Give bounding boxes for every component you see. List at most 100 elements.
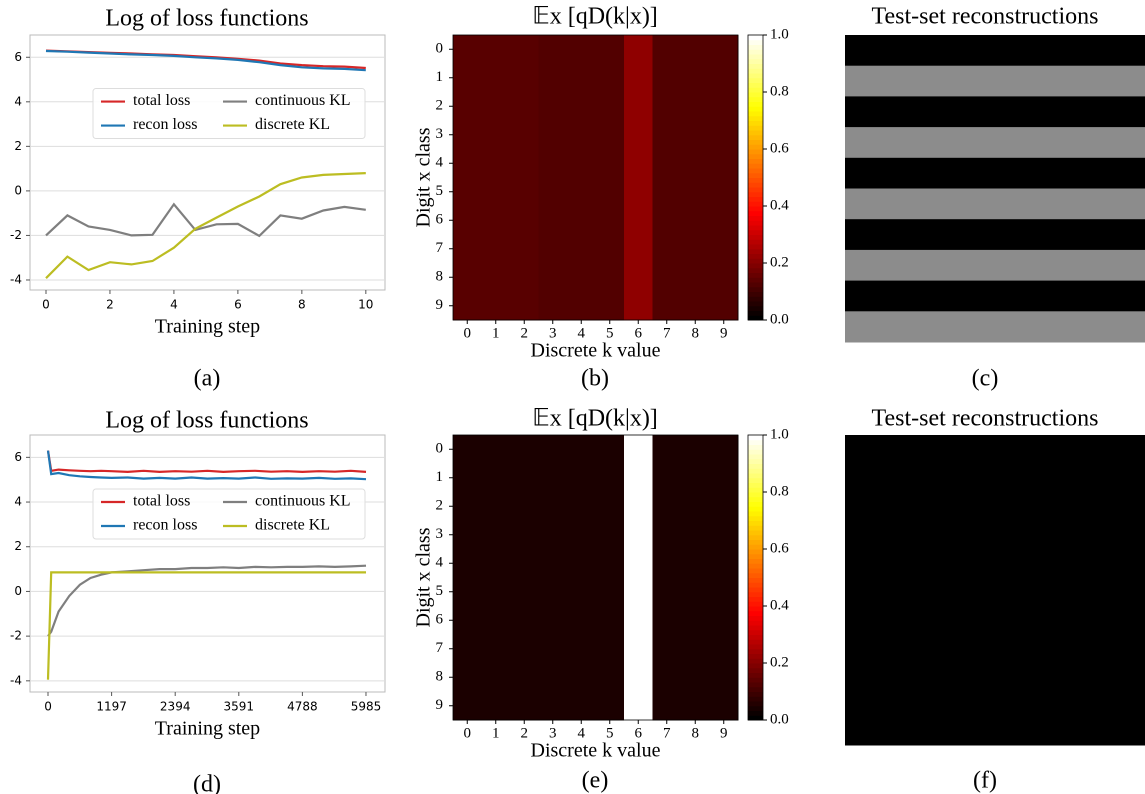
colorbar-step — [748, 244, 763, 249]
heat-cell — [710, 292, 739, 321]
heat-cell — [453, 149, 482, 178]
heat-cell — [567, 64, 596, 93]
colorbar-step — [748, 502, 763, 507]
panel-title: 𝔼x [qD(k|x)] — [532, 406, 658, 432]
heat-cell — [653, 178, 682, 207]
y-tick-label: 8 — [436, 269, 444, 285]
heat-cell — [653, 492, 682, 521]
panel-title: 𝔼x [qD(k|x)] — [532, 4, 658, 30]
y-tick-label: 0 — [436, 441, 444, 457]
heat-cell — [681, 692, 710, 721]
colorbar-step — [748, 182, 763, 187]
heat-cell — [653, 635, 682, 664]
heat-cell — [710, 435, 739, 464]
x-tick-label: 0 — [44, 700, 52, 714]
heat-cell — [567, 178, 596, 207]
colorbar-tick-label: 0.6 — [770, 540, 789, 556]
colorbar-step — [748, 668, 763, 673]
colorbar-tick-label: 0.6 — [770, 140, 789, 156]
y-tick-label: 3 — [436, 526, 444, 542]
heat-cell — [482, 435, 511, 464]
colorbar-step — [748, 506, 763, 511]
heat-cell — [482, 35, 511, 64]
y-tick-label: 4 — [14, 495, 22, 509]
heat-cell — [653, 64, 682, 93]
y-tick-label: 6 — [436, 212, 444, 228]
heat-cell — [710, 606, 739, 635]
heat-cell — [710, 692, 739, 721]
colorbar-step — [748, 639, 763, 644]
colorbar-step — [748, 159, 763, 164]
heat-cell — [567, 464, 596, 493]
panel-caption: (a) — [194, 366, 221, 392]
y-tick-label: 9 — [436, 297, 444, 313]
heat-cell — [653, 464, 682, 493]
heat-cell — [453, 663, 482, 692]
colorbar-step — [748, 544, 763, 549]
colorbar-step — [748, 620, 763, 625]
colorbar-step — [748, 97, 763, 102]
colorbar-step — [748, 673, 763, 678]
heat-cell — [681, 121, 710, 150]
heat-cell — [624, 606, 653, 635]
heat-cell — [453, 635, 482, 664]
colorbar-step — [748, 130, 763, 135]
heat-cell — [510, 606, 539, 635]
heat-cell — [596, 692, 625, 721]
colorbar-step — [748, 220, 763, 225]
heat-cell — [482, 692, 511, 721]
heat-cell — [681, 492, 710, 521]
heat-cell — [710, 663, 739, 692]
heat-cell — [453, 292, 482, 321]
heat-cell — [453, 235, 482, 264]
heat-cell — [624, 121, 653, 150]
heat-cell — [653, 521, 682, 550]
colorbar-step — [748, 454, 763, 459]
colorbar-step — [748, 483, 763, 488]
colorbar-step — [748, 611, 763, 616]
colorbar-step — [748, 254, 763, 259]
heat-cell — [710, 549, 739, 578]
heat-cell — [510, 235, 539, 264]
y-tick-label: 2 — [436, 98, 444, 114]
x-tick-label: 4 — [170, 298, 178, 312]
panel-title: Log of loss functions — [105, 6, 308, 32]
heat-cell — [453, 35, 482, 64]
heat-cell — [510, 692, 539, 721]
heat-cell — [482, 178, 511, 207]
heat-cell — [681, 606, 710, 635]
colorbar-step — [748, 601, 763, 606]
colorbar-step — [748, 277, 763, 282]
colorbar-step — [748, 268, 763, 273]
heat-cell — [596, 206, 625, 235]
heat-cell — [453, 606, 482, 635]
heat-cell — [681, 178, 710, 207]
x-tick-label: 1 — [492, 325, 500, 341]
heat-cell — [510, 492, 539, 521]
x-tick-label: 1 — [492, 725, 500, 741]
colorbar-step — [748, 525, 763, 530]
heat-cell — [567, 663, 596, 692]
colorbar-step — [748, 59, 763, 64]
x-tick-label: 8 — [692, 325, 700, 341]
x-axis-label: Training step — [155, 316, 260, 338]
image-row — [845, 714, 1145, 746]
colorbar-step — [748, 144, 763, 149]
panel-title: Test-set reconstructions — [872, 4, 1099, 30]
heat-cell — [710, 635, 739, 664]
heat-cell — [567, 206, 596, 235]
heat-cell — [710, 206, 739, 235]
colorbar-step — [748, 568, 763, 573]
colorbar-tick-label: 0.2 — [770, 654, 789, 670]
legend-label: discrete KL — [255, 517, 330, 534]
heat-cell — [567, 692, 596, 721]
heat-cell — [624, 178, 653, 207]
heat-cell — [653, 149, 682, 178]
heat-cell — [681, 206, 710, 235]
colorbar-step — [748, 559, 763, 564]
heat-cell — [653, 692, 682, 721]
colorbar-step — [748, 706, 763, 711]
colorbar-step — [748, 511, 763, 516]
heat-cell — [539, 578, 568, 607]
image-row — [845, 35, 1145, 66]
